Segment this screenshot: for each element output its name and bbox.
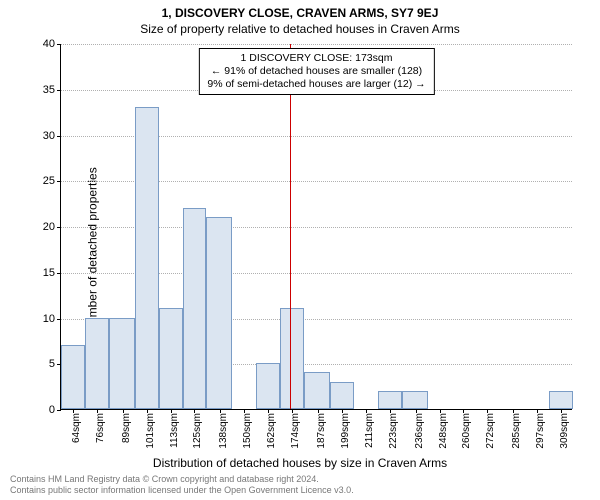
x-tick-label: 211sqm xyxy=(364,413,375,448)
x-tick-label: 285sqm xyxy=(511,413,522,449)
x-tick-label: 248sqm xyxy=(438,413,449,449)
x-tick-label: 125sqm xyxy=(192,413,203,449)
y-tick-label: 5 xyxy=(49,358,61,370)
footnote-line-1: Contains HM Land Registry data © Crown c… xyxy=(10,474,354,485)
gridline xyxy=(61,44,572,45)
chart-subtitle: Size of property relative to detached ho… xyxy=(0,20,600,36)
x-tick-label: 223sqm xyxy=(388,413,399,449)
x-tick-label: 89sqm xyxy=(121,413,132,443)
x-tick-label: 113sqm xyxy=(169,413,180,448)
annotation-box: 1 DISCOVERY CLOSE: 173sqm ← 91% of detac… xyxy=(198,48,434,95)
footnote-line-2: Contains public sector information licen… xyxy=(10,485,354,496)
x-tick-label: 199sqm xyxy=(340,413,351,449)
y-tick-label: 15 xyxy=(43,267,61,279)
x-axis-label: Distribution of detached houses by size … xyxy=(0,456,600,470)
x-tick-label: 150sqm xyxy=(242,413,253,449)
y-tick-label: 35 xyxy=(43,84,61,96)
y-tick-label: 20 xyxy=(43,221,61,233)
annotation-line-2: ← 91% of detached houses are smaller (12… xyxy=(207,65,425,78)
x-tick-label: 309sqm xyxy=(559,413,570,449)
y-tick-label: 10 xyxy=(43,313,61,325)
histogram-bar xyxy=(61,345,85,409)
x-tick-label: 297sqm xyxy=(535,413,546,449)
histogram-bar xyxy=(549,391,573,409)
histogram-bar xyxy=(109,318,135,410)
plot-area: 051015202530354064sqm76sqm89sqm101sqm113… xyxy=(60,44,572,410)
footnote: Contains HM Land Registry data © Crown c… xyxy=(10,474,354,496)
x-tick-label: 236sqm xyxy=(414,413,425,449)
histogram-bar xyxy=(402,391,428,409)
x-tick-label: 272sqm xyxy=(485,413,496,449)
x-tick-label: 64sqm xyxy=(71,413,82,443)
histogram-bar xyxy=(135,107,159,409)
y-tick-label: 40 xyxy=(43,38,61,50)
histogram-bar xyxy=(183,208,207,409)
histogram-bar xyxy=(206,217,232,409)
y-tick-label: 30 xyxy=(43,130,61,142)
reference-line xyxy=(290,44,291,409)
annotation-line-1: 1 DISCOVERY CLOSE: 173sqm xyxy=(207,52,425,65)
histogram-bar xyxy=(256,363,280,409)
histogram-bar xyxy=(330,382,354,409)
histogram-bar xyxy=(378,391,402,409)
x-tick-label: 162sqm xyxy=(266,413,277,449)
x-tick-label: 174sqm xyxy=(290,413,301,449)
x-tick-label: 101sqm xyxy=(145,413,156,449)
chart-container: 1, DISCOVERY CLOSE, CRAVEN ARMS, SY7 9EJ… xyxy=(0,0,600,500)
x-tick-label: 138sqm xyxy=(218,413,229,449)
chart-title: 1, DISCOVERY CLOSE, CRAVEN ARMS, SY7 9EJ xyxy=(0,0,600,20)
y-tick-label: 0 xyxy=(49,404,61,416)
histogram-bar xyxy=(159,308,183,409)
histogram-bar xyxy=(304,372,330,409)
annotation-line-3: 9% of semi-detached houses are larger (1… xyxy=(207,78,425,91)
x-tick-label: 260sqm xyxy=(461,413,472,449)
histogram-bar xyxy=(85,318,109,410)
x-tick-label: 76sqm xyxy=(95,413,106,443)
histogram-bar xyxy=(280,308,304,409)
x-tick-label: 187sqm xyxy=(316,413,327,449)
y-tick-label: 25 xyxy=(43,175,61,187)
